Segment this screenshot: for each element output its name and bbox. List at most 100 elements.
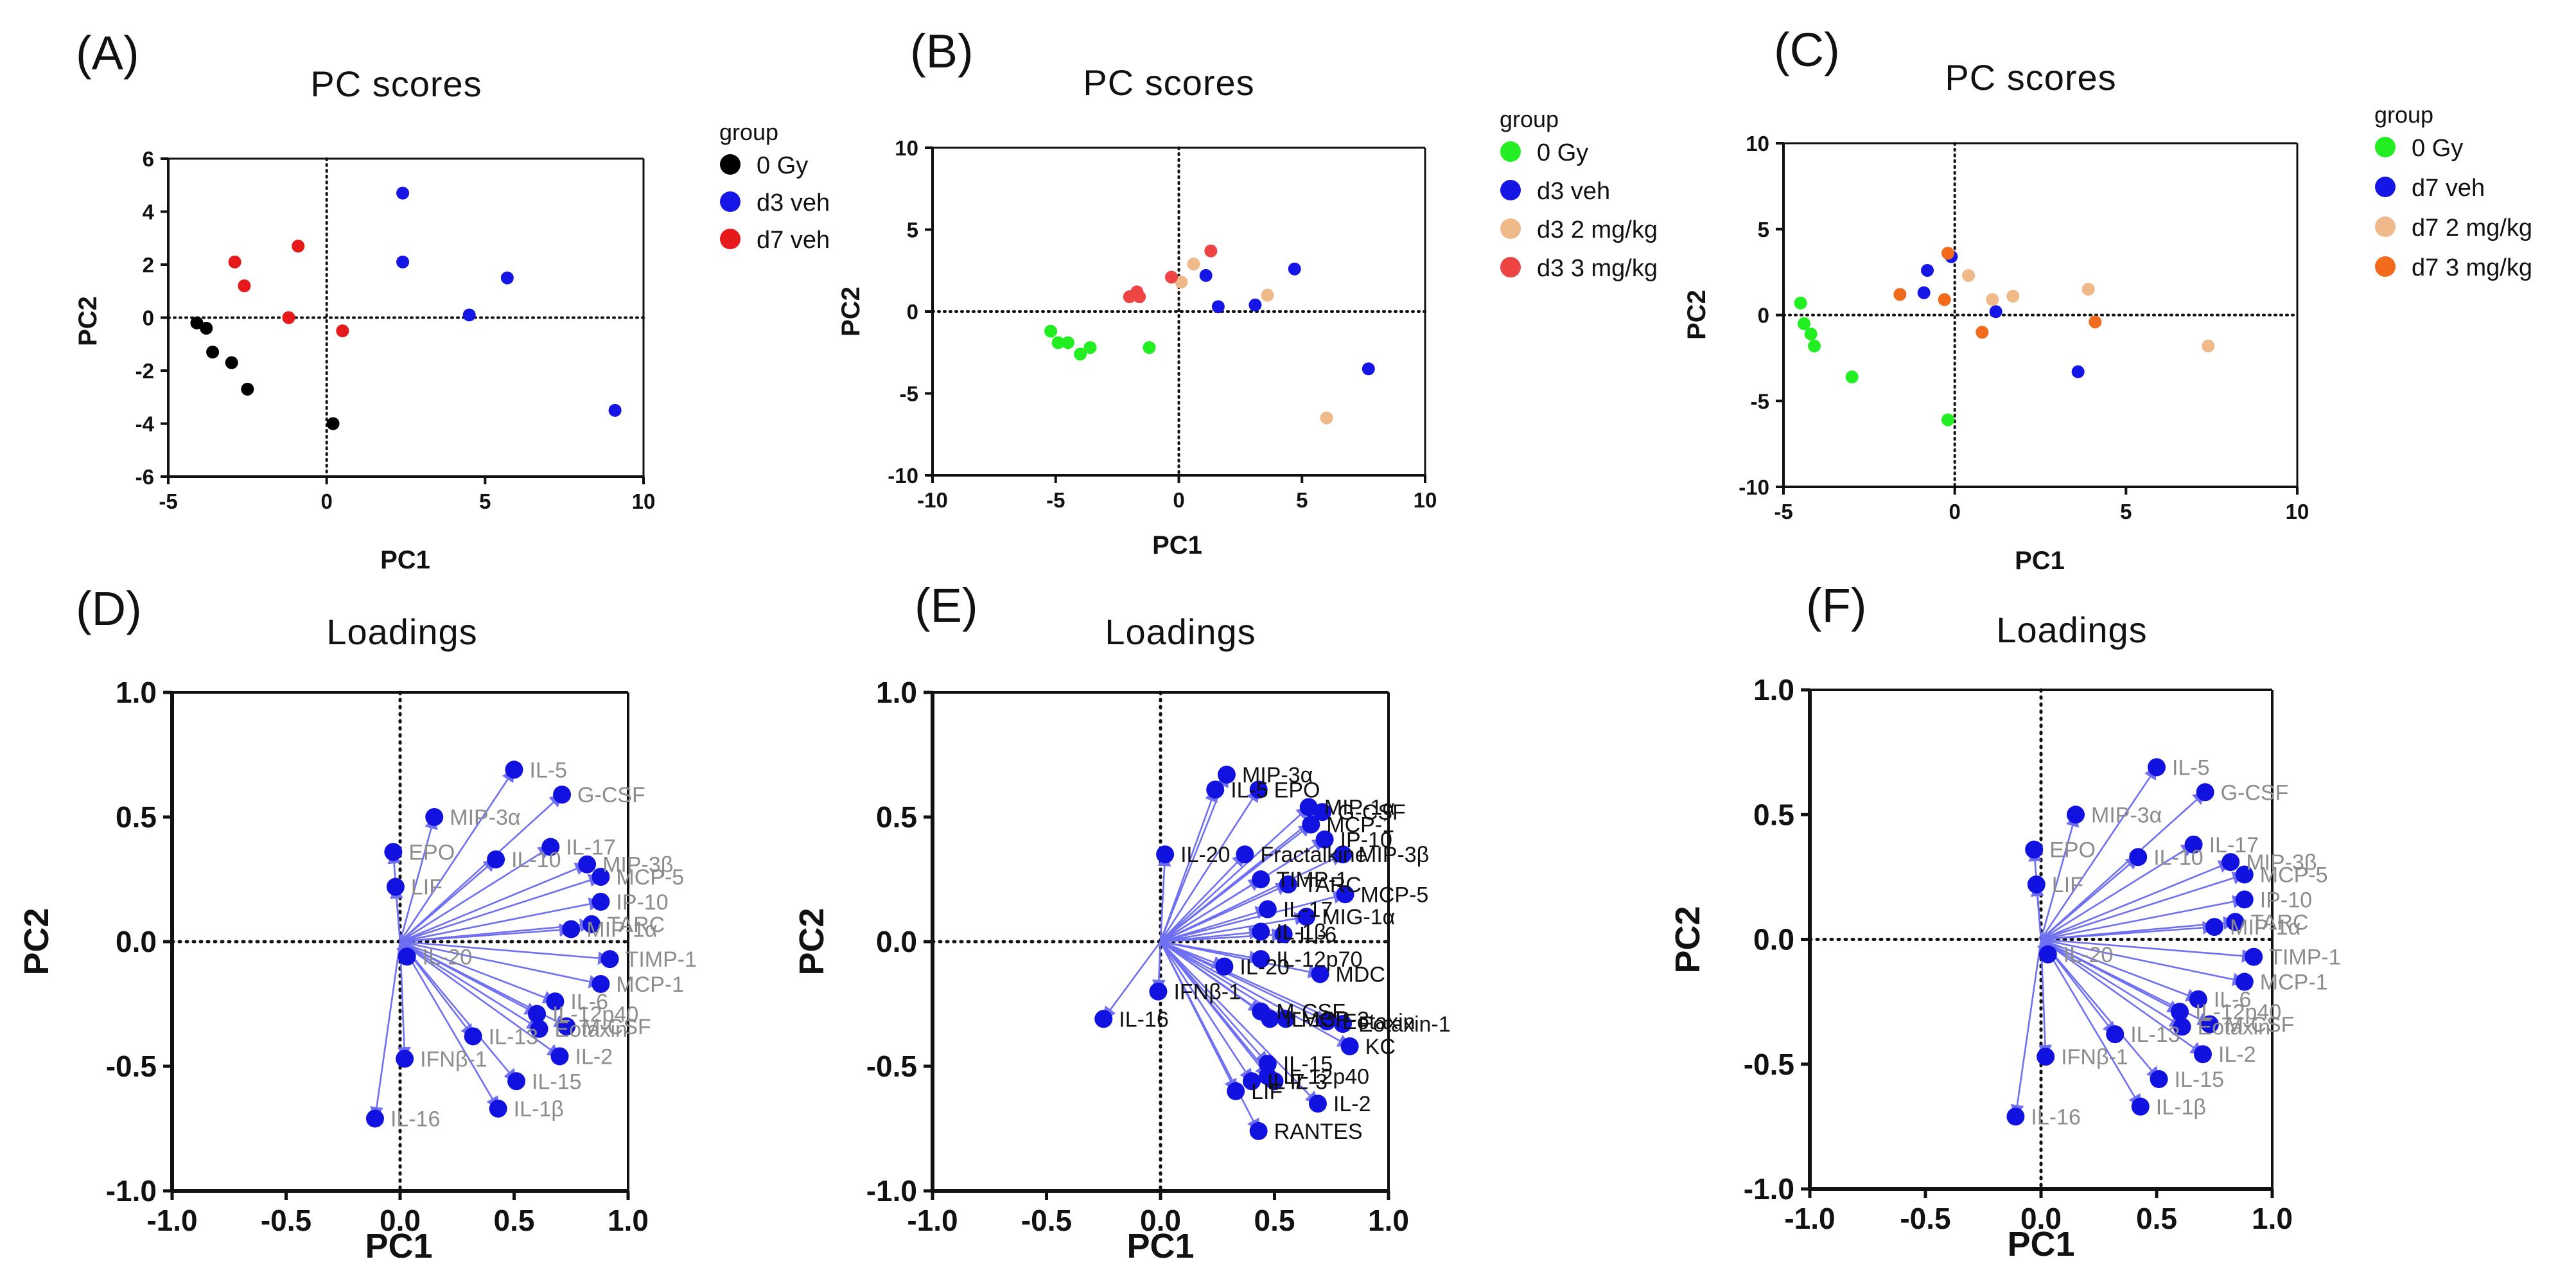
y-tick-label: 1.0 — [116, 676, 157, 709]
data-point-d7-veh — [336, 324, 349, 338]
loading-label: IL-6 — [1299, 922, 1337, 947]
loading-point — [553, 786, 572, 804]
loading-point — [505, 761, 523, 779]
loading-arrow — [2040, 895, 2247, 940]
x-tick-label: 10 — [1414, 488, 1437, 512]
loading-point — [2235, 865, 2254, 884]
x-tick-label: -1.0 — [146, 1204, 197, 1237]
data-point-0-Gy — [1804, 327, 1818, 340]
y-tick-label: 0 — [907, 300, 918, 324]
y-tick-label: -1.0 — [106, 1174, 157, 1208]
data-point-d3-2-mg-kg — [1261, 288, 1274, 302]
y-tick-label: 0.0 — [876, 925, 917, 958]
loading-arrow — [1160, 940, 1345, 1026]
loading-label: KC — [1365, 1035, 1396, 1059]
data-point-d3-veh — [1211, 300, 1225, 313]
legend-swatch — [2375, 216, 2396, 237]
loading-arrow — [399, 940, 541, 1030]
x-tick-label: 5 — [1296, 488, 1308, 512]
legend-title: group — [1500, 106, 1559, 132]
x-tick-label: -0.5 — [261, 1204, 311, 1237]
loading-arrow — [399, 793, 563, 942]
loading-arrow — [1160, 926, 1263, 943]
loading-arrow — [399, 846, 552, 943]
loading-arrow — [370, 941, 401, 1121]
y-axis-title: PC2 — [17, 908, 56, 975]
data-point-d3-3-mg-kg — [1133, 290, 1146, 304]
legend-title: group — [719, 119, 778, 145]
loading-points — [1094, 766, 1359, 1140]
loading-label: Fractalkine — [1260, 843, 1367, 867]
loading-label: MIP-3α — [450, 805, 520, 830]
loading-label: IL-13 — [2130, 1023, 2180, 1047]
loading-arrow — [1159, 941, 1253, 1083]
loading-label: IL-15 — [532, 1069, 582, 1094]
loading-arrow — [1102, 941, 1162, 1021]
loading-arrow — [1160, 883, 1290, 943]
loading-label: IL-20 — [2063, 943, 2114, 967]
loading-label: IFNβ-1 — [420, 1047, 487, 1071]
loading-point — [1313, 803, 1332, 822]
x-axis-title: PC1 — [1152, 531, 1202, 559]
x-tick-label: 0.5 — [1254, 1204, 1295, 1237]
data-point-d3-2-mg-kg — [1320, 411, 1333, 425]
data-point-d7-2-mg-kg — [2081, 283, 2095, 296]
loading-arrow — [2010, 939, 2042, 1118]
loading-label: Eotaxin — [555, 1017, 627, 1042]
loading-arrow — [2040, 860, 2232, 940]
data-point-d3-veh — [1249, 298, 1262, 312]
y-tick-label: 2 — [143, 253, 154, 277]
loading-label: IL-13 — [1285, 1007, 1335, 1032]
loading-point — [396, 1050, 414, 1068]
data-point-0-Gy — [1941, 413, 1954, 427]
loading-arrow — [2040, 938, 2184, 1028]
data-point-d7-veh — [1989, 305, 2002, 319]
chart-title: Loadings — [1105, 611, 1256, 652]
loading-point — [550, 1047, 569, 1066]
loading-arrow — [1157, 852, 1171, 942]
loading-point — [1149, 982, 1168, 1001]
loading-point — [1252, 922, 1270, 941]
loading-point — [1315, 830, 1334, 849]
loading-arrow — [1160, 823, 1313, 943]
loading-arrows — [2010, 766, 2256, 1118]
loading-point — [2200, 1015, 2219, 1033]
loading-label: TARC — [2250, 910, 2308, 935]
data-point-d7-veh — [228, 255, 241, 268]
loading-arrow — [1160, 940, 1272, 1020]
loading-arrow — [1160, 853, 1247, 942]
x-tick-label: 0.5 — [494, 1204, 535, 1237]
loading-label: TIMP-1 — [2269, 945, 2340, 970]
loading-arrow — [1160, 912, 1308, 943]
loading-point — [1279, 875, 1297, 893]
loading-label: IL-2 — [2218, 1042, 2256, 1067]
loading-label: MIP-1α — [1324, 795, 1395, 820]
loading-label: TARC — [1304, 873, 1362, 897]
loading-point — [2245, 947, 2263, 966]
loading-arrow — [1159, 787, 1218, 942]
loading-label: IL-2 — [575, 1044, 613, 1069]
x-tick-label: 1.0 — [1368, 1204, 1409, 1237]
legend-label: d3 veh — [1537, 178, 1610, 205]
loading-arrow — [1160, 940, 1322, 979]
loading-point — [487, 850, 505, 868]
loading-label: MCP-1 — [1326, 813, 1394, 838]
x-tick-label: -5 — [1046, 488, 1065, 512]
y-tick-label: 1.0 — [1753, 673, 1794, 707]
legend-swatch — [1500, 257, 1521, 277]
loading-label: IL-20 — [423, 945, 473, 969]
legend-swatch — [720, 154, 740, 175]
loading-label: IL-10 — [511, 848, 561, 872]
data-point-d7-veh — [1921, 263, 1934, 277]
loading-point — [2171, 1003, 2189, 1021]
loading-label: LIF — [2052, 873, 2083, 897]
loading-point — [2194, 1045, 2212, 1064]
loading-label: MIP-1α — [586, 918, 657, 942]
loading-arrows — [1102, 773, 1351, 1133]
x-tick-label: 5 — [2120, 500, 2132, 523]
y-tick-label: -0.5 — [1744, 1048, 1794, 1081]
loading-arrow — [399, 815, 438, 942]
loading-point — [1227, 1082, 1245, 1100]
x-tick-label: 0 — [320, 489, 332, 513]
